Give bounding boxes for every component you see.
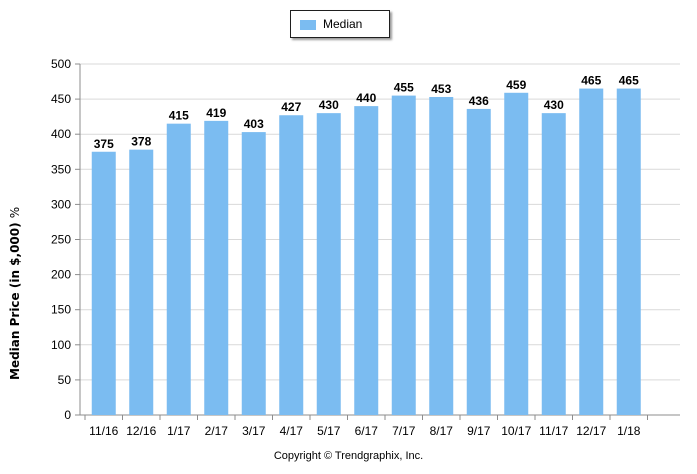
bar xyxy=(541,113,566,415)
bar xyxy=(429,96,454,415)
y-tick-label: 100 xyxy=(51,338,71,352)
y-tick-label: 300 xyxy=(51,197,71,211)
data-label: 427 xyxy=(281,100,301,114)
copyright-text: Copyright © Trendgraphix, Inc. xyxy=(273,450,424,462)
x-tick-label: 7/17 xyxy=(392,424,416,438)
legend-label: Median xyxy=(323,17,363,31)
data-label: 440 xyxy=(356,91,376,105)
data-label: 459 xyxy=(506,78,526,92)
x-tick-label: 5/17 xyxy=(317,424,341,438)
data-label: 415 xyxy=(169,109,189,123)
y-tick-label: 450 xyxy=(51,92,71,106)
x-tick-label: 1/18 xyxy=(617,424,641,438)
data-label: 436 xyxy=(469,94,489,108)
x-tick-label: 6/17 xyxy=(355,424,379,438)
data-label: 375 xyxy=(94,137,114,151)
y-tick-label: 0 xyxy=(64,408,71,422)
x-tick-label: 11/16 xyxy=(89,424,118,438)
data-label: 419 xyxy=(206,106,226,120)
bar xyxy=(129,149,154,416)
bar xyxy=(279,115,304,415)
bar xyxy=(204,120,229,415)
y-tick-label: 250 xyxy=(51,233,71,247)
bar xyxy=(466,108,491,415)
x-tick-label: 4/17 xyxy=(280,424,304,438)
data-label: 403 xyxy=(244,117,264,131)
x-tick-label: 12/17 xyxy=(576,424,606,438)
x-tick-label: 12/16 xyxy=(126,424,156,438)
bar xyxy=(391,95,416,415)
data-label: 430 xyxy=(544,98,564,112)
legend: Median xyxy=(290,10,390,38)
x-tick-label: 10/17 xyxy=(501,424,531,438)
y-axis-title: Median Price (in $,000) % xyxy=(8,207,22,380)
data-label: 455 xyxy=(394,81,414,95)
data-label: 430 xyxy=(319,98,339,112)
y-axis-label: Median Price (in $,000) xyxy=(8,222,22,380)
y-tick-label: 350 xyxy=(51,162,71,176)
data-label: 453 xyxy=(431,82,451,96)
data-label: 378 xyxy=(131,135,151,149)
bar xyxy=(354,106,379,416)
bar xyxy=(316,113,341,415)
x-tick-label: 8/17 xyxy=(430,424,454,438)
bar xyxy=(579,88,604,415)
x-tick-label: 3/17 xyxy=(242,424,266,438)
y-tick-label: 150 xyxy=(51,303,71,317)
y-tick-label: 200 xyxy=(51,268,71,282)
y-tick-label: 50 xyxy=(58,373,72,387)
bar xyxy=(504,92,529,416)
data-label: 465 xyxy=(619,74,639,88)
x-tick-label: 2/17 xyxy=(205,424,229,438)
bar xyxy=(616,88,641,415)
y-tick-label: 500 xyxy=(51,57,71,71)
y-axis-label-suffix: % xyxy=(8,206,22,219)
bar xyxy=(91,151,116,415)
x-tick-label: 11/17 xyxy=(539,424,568,438)
x-tick-label: 1/17 xyxy=(167,424,191,438)
y-tick-label: 400 xyxy=(51,127,71,141)
legend-swatch-median xyxy=(300,20,316,30)
bar xyxy=(166,123,191,416)
bar xyxy=(241,132,266,415)
data-label: 465 xyxy=(581,74,601,88)
x-tick-label: 9/17 xyxy=(467,424,491,438)
